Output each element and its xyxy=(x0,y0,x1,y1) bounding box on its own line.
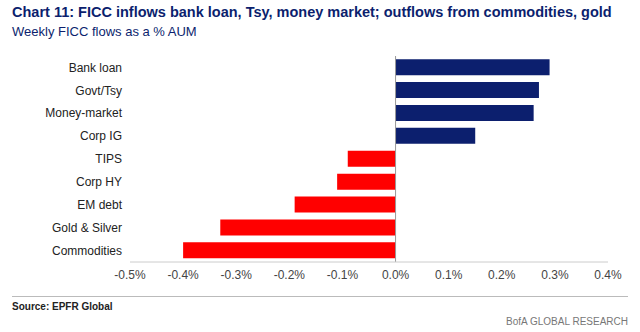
svg-text:Gold & Silver: Gold & Silver xyxy=(52,221,122,235)
svg-text:0.4%: 0.4% xyxy=(594,268,622,282)
svg-text:-0.4%: -0.4% xyxy=(167,268,199,282)
svg-text:-0.3%: -0.3% xyxy=(221,268,253,282)
html-text:BofA GLOBAL RESEARCH: BofA GLOBAL RESEARCH xyxy=(506,316,628,327)
html-text:Chart 11: FICC inflows bank lo: Chart 11: FICC inflows bank loan, Tsy, m… xyxy=(12,4,612,20)
svg-text:0.0%: 0.0% xyxy=(382,268,410,282)
svg-text:-0.1%: -0.1% xyxy=(327,268,359,282)
svg-text:Govt/Tsy: Govt/Tsy xyxy=(75,84,122,98)
html-text:Weekly FICC flows as a % AUM: Weekly FICC flows as a % AUM xyxy=(12,24,197,39)
svg-text:EM debt: EM debt xyxy=(77,198,122,212)
svg-text:Commodities: Commodities xyxy=(52,244,122,258)
html-text:Source: EPFR Global: Source: EPFR Global xyxy=(12,301,113,312)
svg-text:0.1%: 0.1% xyxy=(435,268,463,282)
svg-text:-0.5%: -0.5% xyxy=(114,268,146,282)
svg-text:Bank loan: Bank loan xyxy=(69,61,122,75)
svg-text:Corp IG: Corp IG xyxy=(80,129,122,143)
svg-text:Corp HY: Corp HY xyxy=(76,175,122,189)
svg-text:0.3%: 0.3% xyxy=(541,268,569,282)
svg-text:Money-market: Money-market xyxy=(45,106,122,120)
svg-text:0.2%: 0.2% xyxy=(488,268,516,282)
svg-text:-0.2%: -0.2% xyxy=(274,268,306,282)
svg-text:TIPS: TIPS xyxy=(95,152,122,166)
